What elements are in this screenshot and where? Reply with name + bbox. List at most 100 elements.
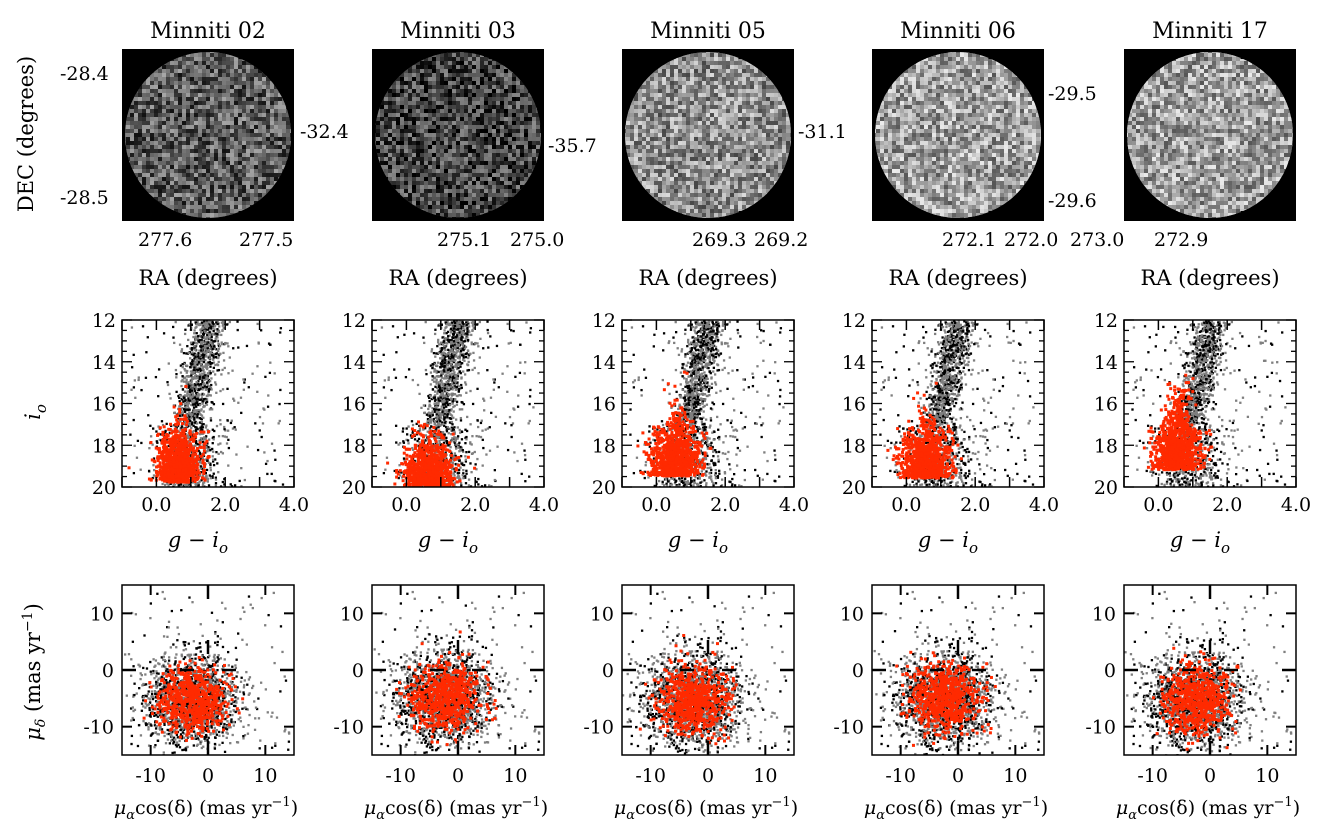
field-star (459, 371, 462, 375)
member-star (165, 479, 169, 483)
member-star (422, 476, 426, 480)
field-star (443, 395, 447, 398)
field-star (458, 394, 461, 397)
member-star (188, 430, 192, 434)
field-star (181, 413, 184, 417)
field-star (383, 379, 386, 382)
field-star (264, 375, 267, 378)
field-star (191, 388, 194, 391)
field-star (406, 439, 410, 442)
field-star (236, 328, 239, 332)
field-star (455, 377, 458, 381)
field-star (192, 406, 196, 409)
field-star (445, 411, 448, 414)
field-star (445, 440, 448, 443)
field-star (145, 351, 148, 354)
field-star (516, 459, 519, 463)
field-star (438, 439, 441, 443)
field-star (435, 378, 438, 381)
member-star (175, 462, 179, 466)
field-star (268, 343, 272, 346)
field-star (204, 374, 207, 377)
field-star (227, 438, 230, 442)
field-star (202, 410, 205, 413)
field-star (415, 433, 419, 436)
field-star (439, 362, 442, 365)
field-star (444, 338, 447, 341)
field-star (445, 441, 449, 445)
field-star (206, 324, 210, 328)
field-star (211, 447, 214, 451)
field-star (460, 341, 463, 344)
member-star (191, 436, 195, 440)
field-star (207, 445, 210, 449)
field-star (528, 475, 531, 478)
field-star (187, 385, 191, 389)
field-star (193, 386, 196, 389)
x-axis-label: RA (degrees) (138, 266, 277, 290)
member-star (433, 430, 437, 434)
field-star (196, 413, 199, 417)
field-star (159, 433, 162, 436)
field-star (201, 379, 204, 382)
field-star (216, 339, 219, 342)
field-star (452, 360, 456, 364)
member-star (436, 449, 440, 453)
field-star (209, 351, 212, 354)
field-star (438, 382, 442, 386)
field-star (190, 396, 193, 399)
field-star (438, 384, 441, 387)
field-star (436, 423, 439, 427)
field-star (458, 459, 461, 462)
field-star (426, 420, 429, 423)
field-star (203, 436, 206, 439)
field-star (208, 331, 211, 334)
field-star (256, 365, 259, 368)
field-star (435, 427, 438, 430)
member-star (165, 453, 169, 457)
field-star (440, 400, 443, 403)
field-star (175, 372, 178, 376)
field-star (205, 468, 209, 472)
member-star (446, 448, 450, 452)
field-star (190, 391, 193, 394)
field-star (196, 320, 199, 323)
field-star (433, 402, 436, 406)
member-star (186, 444, 190, 448)
field-star (422, 428, 425, 431)
field-star (453, 399, 457, 402)
member-star (439, 470, 443, 474)
member-star (458, 479, 462, 483)
field-star (443, 357, 446, 360)
field-star (210, 342, 213, 345)
member-star (167, 474, 171, 478)
field-star (439, 341, 443, 344)
member-star (421, 439, 425, 443)
member-star (429, 448, 433, 452)
field-star (512, 329, 515, 333)
field-star (464, 428, 467, 431)
field-star (506, 322, 509, 326)
field-star (205, 394, 209, 398)
field-star (446, 338, 450, 341)
field-star (447, 340, 450, 343)
member-star (190, 469, 194, 473)
field-star (198, 385, 201, 388)
field-star (207, 341, 210, 344)
field-star (189, 413, 192, 417)
field-star (448, 379, 451, 382)
field-star (478, 320, 482, 324)
field-star (472, 326, 475, 330)
field-star (453, 482, 456, 485)
field-star (430, 443, 434, 446)
field-star (393, 469, 396, 473)
field-star (175, 376, 178, 379)
field-star (200, 321, 204, 324)
field-star (195, 385, 198, 389)
member-star (171, 473, 175, 477)
field-star (222, 359, 226, 362)
member-star (194, 435, 198, 439)
field-star (446, 363, 450, 367)
member-star (160, 469, 164, 473)
field-star (460, 362, 464, 365)
